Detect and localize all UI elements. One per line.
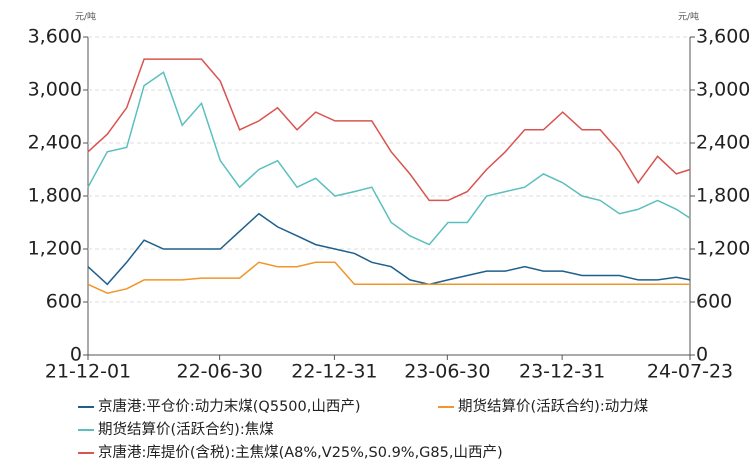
legend-label: 京唐港:库提价(含税):主焦煤(A8%,V25%,S0.9%,G85,山西产) — [98, 444, 503, 461]
legend-label: 期货结算价(活跃合约):动力煤 — [458, 398, 648, 415]
y-tick-label: 1,200 — [28, 238, 82, 260]
y-tick-label: 1,800 — [28, 185, 82, 207]
y-tick-label: 3,000 — [28, 79, 82, 101]
y2-tick-label: 3,000 — [696, 79, 750, 101]
x-tick-label: 23-12-31 — [519, 361, 605, 383]
y-unit: 元/吨 — [75, 11, 96, 23]
series-line — [87, 58, 691, 202]
series-line — [87, 261, 690, 294]
y2-tick-label: 2,400 — [696, 132, 750, 154]
y2-tick-label: 1,200 — [696, 238, 750, 260]
x-tick-label: 24-07-23 — [647, 361, 733, 383]
x-tick-label: 23-06-30 — [404, 361, 490, 383]
legend-label: 京唐港:平仓价:动力末煤(Q5500,山西产) — [98, 398, 361, 415]
y2-tick-label: 1,800 — [696, 185, 750, 207]
series-line — [87, 212, 691, 286]
y-tick-label: 2,400 — [28, 132, 82, 154]
x-tick-label: 22-06-30 — [177, 361, 263, 383]
legend-label: 期货结算价(活跃合约):焦煤 — [98, 421, 274, 438]
x-tick-label: 21-12-01 — [45, 361, 131, 383]
y2-tick-label: 3,600 — [696, 26, 750, 48]
y-tick-label: 3,600 — [28, 26, 82, 48]
y-tick-label: 600 — [46, 291, 82, 313]
x-tick-label: 22-12-31 — [291, 361, 377, 383]
y2-unit: 元/吨 — [678, 11, 699, 23]
y2-tick-label: 600 — [696, 291, 732, 313]
y-tick-label: 0 — [70, 344, 82, 366]
series-line — [87, 71, 691, 246]
y2-tick-label: 0 — [696, 344, 708, 366]
